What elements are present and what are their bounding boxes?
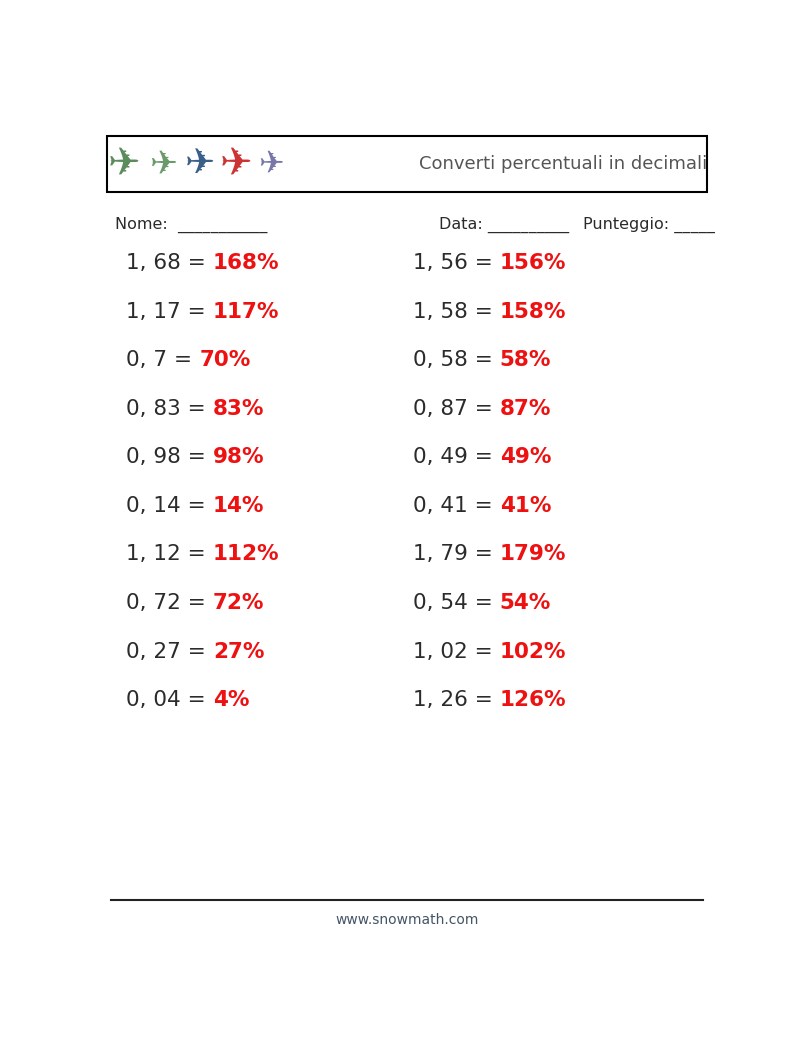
Text: 117%: 117% — [213, 302, 279, 322]
Text: 0, 7 =: 0, 7 = — [126, 351, 199, 371]
Text: 102%: 102% — [499, 641, 566, 661]
Text: 41%: 41% — [499, 496, 551, 516]
Text: 0, 98 =: 0, 98 = — [126, 448, 213, 468]
Text: 54%: 54% — [499, 593, 551, 613]
Text: 0, 49 =: 0, 49 = — [413, 448, 499, 468]
Text: 112%: 112% — [213, 544, 279, 564]
Text: Data: __________: Data: __________ — [439, 217, 569, 233]
Text: 98%: 98% — [213, 448, 264, 468]
Text: ✈: ✈ — [259, 150, 284, 179]
Text: 126%: 126% — [499, 690, 566, 710]
Text: ✈: ✈ — [148, 147, 177, 181]
Text: 0, 87 =: 0, 87 = — [413, 399, 499, 419]
Text: 1, 56 =: 1, 56 = — [413, 254, 499, 274]
Text: 1, 58 =: 1, 58 = — [413, 302, 499, 322]
Text: 0, 72 =: 0, 72 = — [126, 593, 213, 613]
Text: 1, 17 =: 1, 17 = — [126, 302, 213, 322]
Text: 0, 41 =: 0, 41 = — [413, 496, 499, 516]
Text: 1, 26 =: 1, 26 = — [413, 690, 499, 710]
Text: 83%: 83% — [213, 399, 264, 419]
Text: Converti percentuali in decimali: Converti percentuali in decimali — [418, 155, 707, 173]
Text: 4%: 4% — [213, 690, 249, 710]
Text: 0, 58 =: 0, 58 = — [413, 351, 499, 371]
Text: 1, 12 =: 1, 12 = — [126, 544, 213, 564]
Text: 0, 27 =: 0, 27 = — [126, 641, 213, 661]
Text: 179%: 179% — [499, 544, 566, 564]
Text: 0, 14 =: 0, 14 = — [126, 496, 213, 516]
Text: 0, 04 =: 0, 04 = — [126, 690, 213, 710]
Text: 27%: 27% — [213, 641, 264, 661]
Text: 72%: 72% — [213, 593, 264, 613]
Text: 1, 68 =: 1, 68 = — [126, 254, 213, 274]
Text: 0, 83 =: 0, 83 = — [126, 399, 213, 419]
FancyBboxPatch shape — [107, 137, 707, 192]
Text: 49%: 49% — [499, 448, 551, 468]
Text: 168%: 168% — [213, 254, 279, 274]
Text: 14%: 14% — [213, 496, 264, 516]
Text: Punteggio: _____: Punteggio: _____ — [583, 217, 715, 233]
Text: 0, 54 =: 0, 54 = — [413, 593, 499, 613]
Text: 87%: 87% — [499, 399, 551, 419]
Text: 158%: 158% — [499, 302, 566, 322]
Text: ✈: ✈ — [108, 145, 141, 183]
Text: 156%: 156% — [499, 254, 566, 274]
Text: 58%: 58% — [499, 351, 551, 371]
Text: Nome:  ___________: Nome: ___________ — [115, 217, 267, 233]
Text: www.snowmath.com: www.snowmath.com — [335, 913, 479, 928]
Text: 1, 79 =: 1, 79 = — [413, 544, 499, 564]
Text: 70%: 70% — [199, 351, 250, 371]
Text: ✈: ✈ — [185, 147, 215, 181]
Text: 1, 02 =: 1, 02 = — [413, 641, 499, 661]
Text: ✈: ✈ — [219, 145, 252, 183]
